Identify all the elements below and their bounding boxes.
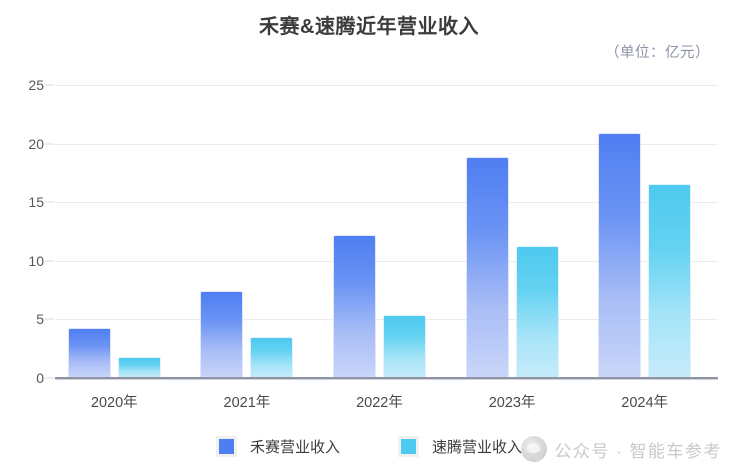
gridline [55,143,718,145]
x-axis-line [55,377,718,380]
y-axis-tick-mark [45,143,54,145]
gridline [55,260,718,262]
bar-2024年-禾赛营业收入 [599,134,641,378]
legend-swatch-icon [215,436,237,457]
y-axis-tick-mark [45,377,54,379]
bar-2022年-速腾营业收入 [384,315,425,378]
legend-item-速腾营业收入[interactable]: 速腾营业收入 [398,436,522,457]
y-axis-tick-mark [45,318,54,320]
y-axis-tick-label: 15 [28,194,44,211]
y-axis-tick-label: 5 [36,311,44,328]
bar-2021年-禾赛营业收入 [201,292,243,378]
bar-2022年-禾赛营业收入 [334,236,375,378]
legend-item-禾赛营业收入[interactable]: 禾赛营业收入 [215,436,340,457]
x-axis-tick-label: 2022年 [356,395,403,411]
x-axis-tick-label: 2021年 [223,395,271,411]
legend-swatch-icon [398,436,419,457]
plot-area [55,85,718,378]
chart-title: 禾赛&速腾近年营业收入 [259,16,479,38]
bar-2020年-速腾营业收入 [118,358,160,378]
bar-2024年-速腾营业收入 [649,184,691,378]
chart-unit-note: （单位：亿元） [605,45,710,61]
x-axis-tick-label: 2020年 [90,395,138,411]
y-axis-tick-label: 10 [28,252,44,269]
bar-2023年-速腾营业收入 [516,246,558,378]
bar-2023年-禾赛营业收入 [466,157,508,378]
chart-legend: 禾赛营业收入 速腾营业收入 [0,436,738,457]
gridline [55,85,718,86]
x-axis-tick-label: 2024年 [621,395,669,411]
y-axis-tick-mark [45,201,54,203]
y-axis-tick-mark [45,260,54,262]
gridline [55,202,718,204]
y-axis-tick-label: 0 [36,370,44,386]
legend-label: 禾赛营业收入 [249,439,340,456]
y-axis-tick-label: 20 [28,135,44,152]
bar-2021年-速腾营业收入 [251,338,293,378]
y-axis-tick-mark [45,84,54,86]
y-axis-tick-label: 25 [28,77,44,93]
bar-2020年-禾赛营业收入 [68,328,110,378]
x-axis-tick-label: 2023年 [488,395,536,411]
legend-label: 速腾营业收入 [432,439,523,456]
